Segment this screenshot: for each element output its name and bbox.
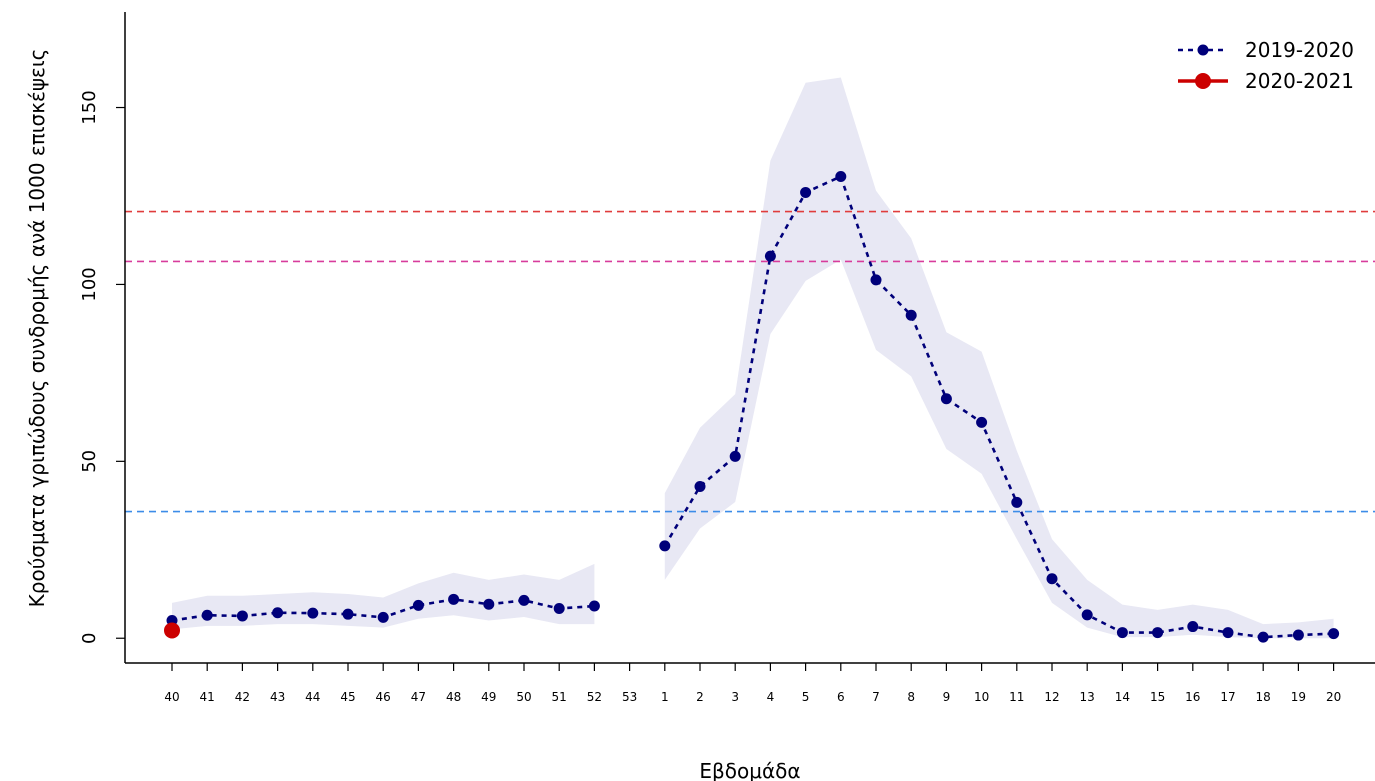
data-point-0-49 <box>483 598 495 610</box>
data-point-0-2 <box>694 480 706 492</box>
y-tick-label-0: 0 <box>79 633 100 644</box>
data-point-0-15 <box>1152 627 1164 639</box>
data-point-0-1 <box>659 540 671 552</box>
x-tick-label-48: 48 <box>446 690 461 704</box>
data-point-0-18 <box>1257 631 1269 643</box>
x-tick-label-18: 18 <box>1256 690 1271 704</box>
x-tick-label-53: 53 <box>622 690 637 704</box>
x-tick-label-46: 46 <box>376 690 391 704</box>
data-point-0-3 <box>729 450 741 462</box>
x-tick-label-43: 43 <box>270 690 285 704</box>
x-tick-label-3: 3 <box>731 690 739 704</box>
x-tick-label-45: 45 <box>340 690 355 704</box>
data-point-0-48 <box>448 593 460 605</box>
y-tick-label-100: 100 <box>79 267 100 301</box>
data-point-0-16 <box>1187 621 1199 633</box>
data-point-0-17 <box>1222 627 1234 639</box>
series-line-0-1 <box>663 174 1334 639</box>
x-tick-label-20: 20 <box>1326 690 1341 704</box>
x-axis-title: Εβδομάδα <box>699 759 800 781</box>
x-tick-label-52: 52 <box>587 690 602 704</box>
data-point-1-40 <box>164 622 180 639</box>
data-point-0-10 <box>976 416 988 428</box>
data-point-0-50 <box>518 594 530 606</box>
data-point-0-7 <box>870 274 882 286</box>
data-point-0-8 <box>905 309 917 321</box>
x-tick-label-13: 13 <box>1080 690 1095 704</box>
x-tick-label-50: 50 <box>516 690 531 704</box>
x-tick-label-7: 7 <box>872 690 880 704</box>
data-point-0-12 <box>1046 573 1058 585</box>
legend: 2019-2020 2020-2021 <box>1178 38 1354 93</box>
x-tick-label-4: 4 <box>767 690 775 704</box>
x-tick-label-16: 16 <box>1185 690 1200 704</box>
x-tick-label-17: 17 <box>1220 690 1235 704</box>
data-point-0-4 <box>764 250 776 262</box>
y-axis-title: Κρούσματα γριπώδους συνδρομής ανά 1000 ε… <box>25 49 49 608</box>
legend-label-0: 2019-2020 <box>1245 38 1354 62</box>
x-tick-label-40: 40 <box>164 690 179 704</box>
x-tick-label-6: 6 <box>837 690 845 704</box>
x-tick-label-19: 19 <box>1291 690 1306 704</box>
x-tick-label-5: 5 <box>802 690 810 704</box>
data-point-0-44 <box>307 607 319 619</box>
data-point-0-47 <box>412 599 424 611</box>
x-tick-label-9: 9 <box>943 690 951 704</box>
data-point-0-6 <box>835 171 847 183</box>
data-point-0-13 <box>1081 609 1093 621</box>
x-tick-label-51: 51 <box>552 690 567 704</box>
axes: 40 41 42 43 44 45 46 47 48 49 50 51 52 53 1 2 3 4 5 6 7 8 9 10 1… <box>79 12 1375 704</box>
x-tick-label-1: 1 <box>661 690 669 704</box>
reference-lines <box>125 210 1375 513</box>
data-point-0-11 <box>1011 496 1023 508</box>
data-point-0-46 <box>377 611 389 623</box>
x-tick-label-8: 8 <box>907 690 915 704</box>
confidence-band-0-1 <box>664 77 1334 639</box>
x-tick-label-11: 11 <box>1009 690 1024 704</box>
confidence-bands <box>172 77 1334 639</box>
data-point-0-5 <box>800 186 812 198</box>
data-point-0-9 <box>940 393 952 405</box>
data-point-0-51 <box>553 603 565 615</box>
x-tick-label-15: 15 <box>1150 690 1165 704</box>
legend-label-1: 2020-2021 <box>1245 69 1354 93</box>
data-point-0-41 <box>201 609 213 621</box>
data-point-0-43 <box>272 607 284 619</box>
y-tick-label-50: 50 <box>79 450 100 473</box>
series-layer <box>164 171 1340 643</box>
data-point-0-14 <box>1116 627 1128 639</box>
x-tick-label-10: 10 <box>974 690 989 704</box>
x-tick-label-47: 47 <box>411 690 426 704</box>
legend-marker-1 <box>1195 73 1211 89</box>
data-point-0-42 <box>236 610 248 622</box>
x-tick-label-2: 2 <box>696 690 704 704</box>
x-tick-label-14: 14 <box>1115 690 1130 704</box>
x-tick-label-49: 49 <box>481 690 496 704</box>
x-tick-label-44: 44 <box>305 690 320 704</box>
data-point-0-20 <box>1328 628 1340 640</box>
x-tick-label-42: 42 <box>235 690 250 704</box>
data-point-0-45 <box>342 608 354 620</box>
y-tick-label-150: 150 <box>79 90 100 124</box>
legend-marker-0 <box>1197 44 1209 56</box>
data-point-0-19 <box>1292 629 1304 641</box>
x-tick-label-41: 41 <box>200 690 215 704</box>
x-tick-label-12: 12 <box>1044 690 1059 704</box>
data-point-0-52 <box>588 600 600 612</box>
